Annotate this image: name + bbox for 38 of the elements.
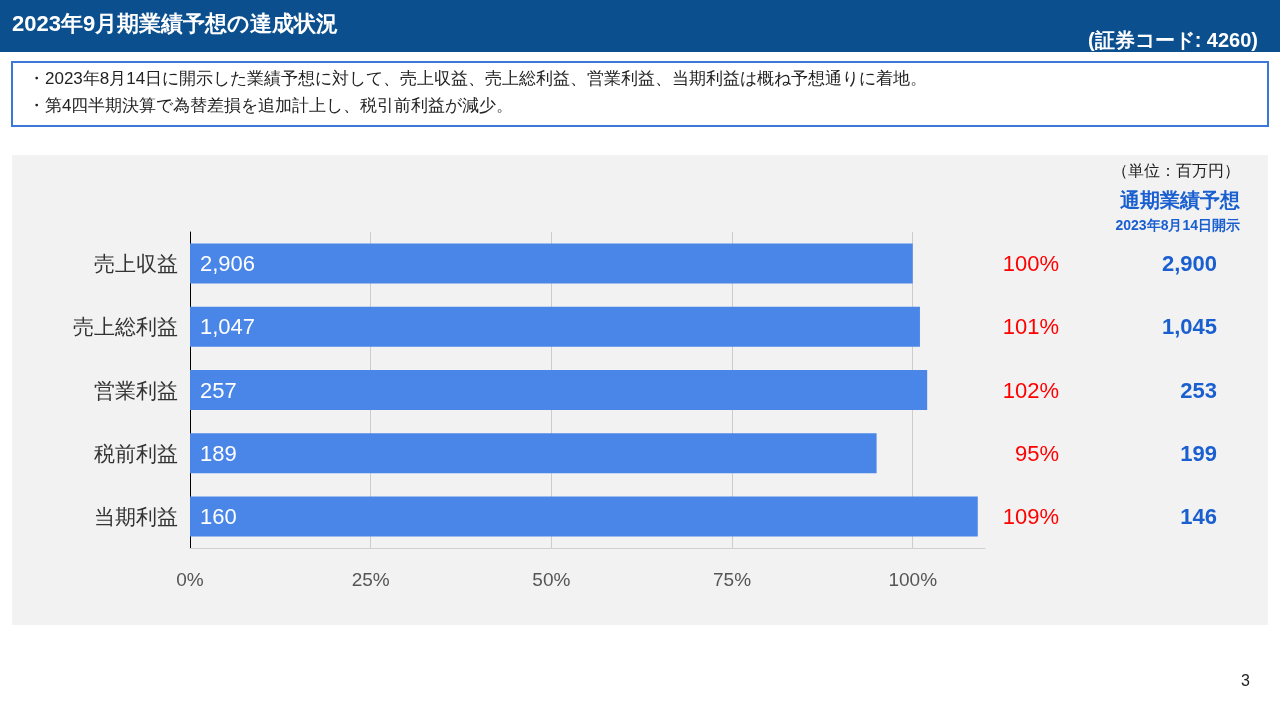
x-tick-label: 0% [176,569,204,590]
x-tick-label: 75% [713,569,752,590]
annotation: 189 [200,440,237,466]
y-tick-label: 当期利益 [94,504,178,528]
y-tick-label: 売上収益 [94,252,178,276]
y-tick-label: 売上総利益 [73,315,178,339]
bar [190,433,877,474]
x-tick-label: 25% [351,569,390,590]
bar [190,370,928,410]
data-label: 100% [1002,251,1059,277]
data-label: 102% [1002,377,1059,403]
text: ・第4四半期決算で為替差損を追加計上し、税引前利益が減少。 [28,96,514,115]
bar [190,243,913,284]
text: 2,900 [1161,251,1217,277]
text: 199 [1180,440,1217,466]
bar [190,306,920,347]
y-tick-label: 営業利益 [94,378,178,402]
text: 通期業績予想 [1119,189,1240,211]
x-tick-label: 50% [532,569,571,590]
chart-subtitle: ・2023年8月14日に開示した業績予想に対して、売上収益、売上総利益、営業利益、当期利益は概ね予想通りに着地。 [28,69,928,88]
text: 2023年8月14日開示 [1115,217,1240,233]
text: 146 [1180,503,1217,529]
annotation: 1,047 [200,314,256,340]
annotation: 2,906 [200,251,256,277]
y-tick-label: 税前利益 [94,441,178,465]
text: 1,045 [1161,314,1217,340]
text: (証券コード: 4260) [1087,29,1258,51]
text: （単位：百万円） [1112,161,1240,179]
text: 253 [1180,377,1217,403]
chart-title: 2023年9月期業績予想の達成状況 [12,10,339,36]
annotation: 257 [200,377,237,403]
x-tick-label: 100% [888,569,938,590]
annotation: 160 [200,503,237,529]
bar [190,496,978,537]
data-label: 109% [1002,503,1059,529]
text: 3 [1241,671,1251,689]
data-label: 101% [1002,314,1059,340]
data-label: 95% [1014,440,1059,466]
